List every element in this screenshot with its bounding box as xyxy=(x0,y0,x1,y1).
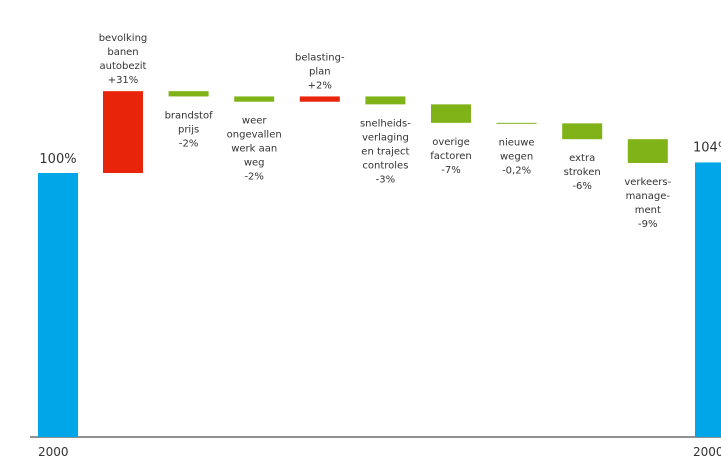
x-tick-label-start: 2000 xyxy=(38,445,69,457)
step-label-6: overige xyxy=(432,137,470,148)
step-label-5: en traject xyxy=(361,146,409,157)
bar-labels: 100% 2000 bevolking banen autobezit +31% brand… xyxy=(38,33,721,457)
step-bar-3 xyxy=(234,96,275,102)
step-label-5: snelheids- xyxy=(360,118,411,129)
step-bar-7 xyxy=(496,122,537,124)
x-tick-label-end: 2000 xyxy=(693,445,721,457)
step-label-9: manage- xyxy=(626,191,671,202)
total-value-label-start: 100% xyxy=(39,152,76,167)
step-label-3: weer xyxy=(242,116,267,127)
step-label-4: +2% xyxy=(308,80,332,91)
step-bar-1 xyxy=(103,91,143,173)
step-label-7: -0,2% xyxy=(502,165,531,176)
step-label-7: nieuwe xyxy=(499,137,535,148)
step-label-8: -6% xyxy=(572,181,591,192)
step-label-3: -2% xyxy=(244,172,263,183)
step-label-1: autobezit xyxy=(100,61,147,72)
step-bar-9 xyxy=(627,139,668,163)
step-label-5: controles xyxy=(362,160,408,171)
step-label-3: ongevallen xyxy=(227,130,282,141)
step-label-9: ment xyxy=(635,205,661,216)
step-label-3: werk aan xyxy=(231,144,277,155)
step-label-8: extra xyxy=(569,153,595,164)
step-bar-6 xyxy=(431,104,471,123)
step-label-4: belasting- xyxy=(295,52,345,63)
step-label-4: plan xyxy=(309,66,331,77)
step-label-6: -7% xyxy=(441,165,460,176)
step-label-9: -9% xyxy=(638,219,657,230)
step-label-1: bevolking xyxy=(99,33,148,44)
step-bar-5 xyxy=(365,96,406,105)
total-bar-start xyxy=(38,173,78,437)
step-label-8: stroken xyxy=(564,167,601,178)
step-label-5: -3% xyxy=(376,174,395,185)
step-label-7: wegen xyxy=(500,151,533,162)
step-label-2: brandstof xyxy=(165,110,214,121)
bars xyxy=(38,91,721,437)
step-label-1: +31% xyxy=(108,75,139,86)
step-label-2: prijs xyxy=(178,124,199,135)
step-bar-2 xyxy=(168,91,209,97)
step-label-3: weg xyxy=(244,158,265,169)
step-label-9: verkeers- xyxy=(624,177,671,188)
step-bar-4 xyxy=(299,96,340,102)
step-label-6: factoren xyxy=(430,151,472,162)
step-bar-8 xyxy=(562,123,603,140)
total-value-label-end: 104% xyxy=(693,140,721,155)
step-label-1: banen xyxy=(107,47,138,58)
total-bar-end xyxy=(695,162,721,437)
step-label-5: verlaging xyxy=(362,132,409,143)
step-label-2: -2% xyxy=(179,138,198,149)
